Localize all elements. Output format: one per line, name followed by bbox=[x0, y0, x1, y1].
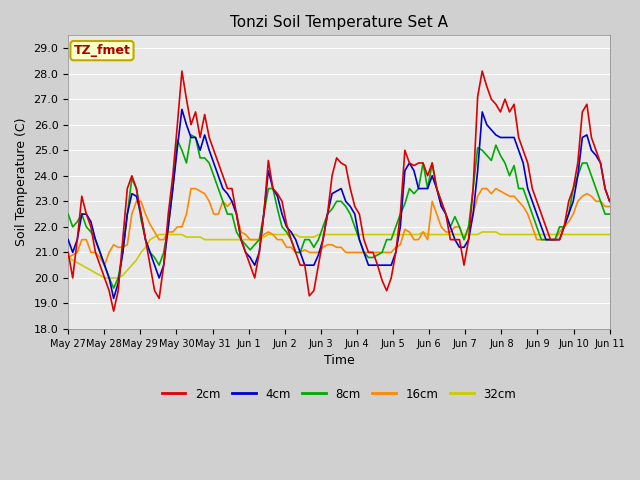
32cm bbox=[100, 275, 108, 281]
8cm bbox=[187, 132, 195, 138]
X-axis label: Time: Time bbox=[323, 354, 355, 367]
32cm bbox=[447, 232, 454, 238]
16cm bbox=[187, 186, 195, 192]
2cm bbox=[374, 262, 381, 268]
32cm bbox=[182, 234, 190, 240]
4cm bbox=[501, 134, 509, 140]
8cm bbox=[501, 160, 509, 166]
Text: TZ_fmet: TZ_fmet bbox=[74, 44, 131, 57]
32cm bbox=[419, 229, 427, 235]
4cm bbox=[596, 160, 604, 166]
16cm bbox=[447, 229, 454, 235]
2cm bbox=[447, 237, 454, 242]
2cm bbox=[219, 173, 227, 179]
8cm bbox=[219, 198, 227, 204]
32cm bbox=[606, 232, 614, 238]
16cm bbox=[182, 211, 190, 217]
Line: 2cm: 2cm bbox=[68, 71, 610, 311]
2cm bbox=[596, 160, 604, 166]
8cm bbox=[110, 285, 118, 291]
2cm bbox=[606, 198, 614, 204]
8cm bbox=[374, 252, 381, 258]
16cm bbox=[100, 262, 108, 268]
Line: 16cm: 16cm bbox=[68, 189, 610, 265]
4cm bbox=[447, 224, 454, 230]
2cm bbox=[501, 96, 509, 102]
2cm bbox=[110, 308, 118, 314]
32cm bbox=[214, 237, 222, 242]
2cm bbox=[187, 122, 195, 128]
2cm bbox=[178, 68, 186, 74]
Line: 4cm: 4cm bbox=[68, 109, 610, 299]
16cm bbox=[64, 254, 72, 260]
8cm bbox=[596, 198, 604, 204]
8cm bbox=[182, 160, 190, 166]
32cm bbox=[596, 232, 604, 238]
4cm bbox=[64, 237, 72, 242]
4cm bbox=[187, 134, 195, 140]
8cm bbox=[606, 211, 614, 217]
8cm bbox=[447, 224, 454, 230]
Line: 32cm: 32cm bbox=[68, 232, 610, 278]
4cm bbox=[110, 296, 118, 301]
4cm bbox=[606, 198, 614, 204]
16cm bbox=[219, 198, 227, 204]
2cm bbox=[64, 250, 72, 255]
Line: 8cm: 8cm bbox=[68, 135, 610, 288]
4cm bbox=[178, 107, 186, 112]
32cm bbox=[369, 232, 377, 238]
32cm bbox=[64, 254, 72, 260]
4cm bbox=[374, 262, 381, 268]
Legend: 2cm, 4cm, 8cm, 16cm, 32cm: 2cm, 4cm, 8cm, 16cm, 32cm bbox=[157, 383, 521, 405]
8cm bbox=[64, 211, 72, 217]
16cm bbox=[374, 250, 381, 255]
4cm bbox=[219, 186, 227, 192]
16cm bbox=[606, 204, 614, 209]
16cm bbox=[501, 191, 509, 196]
16cm bbox=[596, 198, 604, 204]
Y-axis label: Soil Temperature (C): Soil Temperature (C) bbox=[15, 118, 28, 246]
Title: Tonzi Soil Temperature Set A: Tonzi Soil Temperature Set A bbox=[230, 15, 448, 30]
32cm bbox=[501, 232, 509, 238]
